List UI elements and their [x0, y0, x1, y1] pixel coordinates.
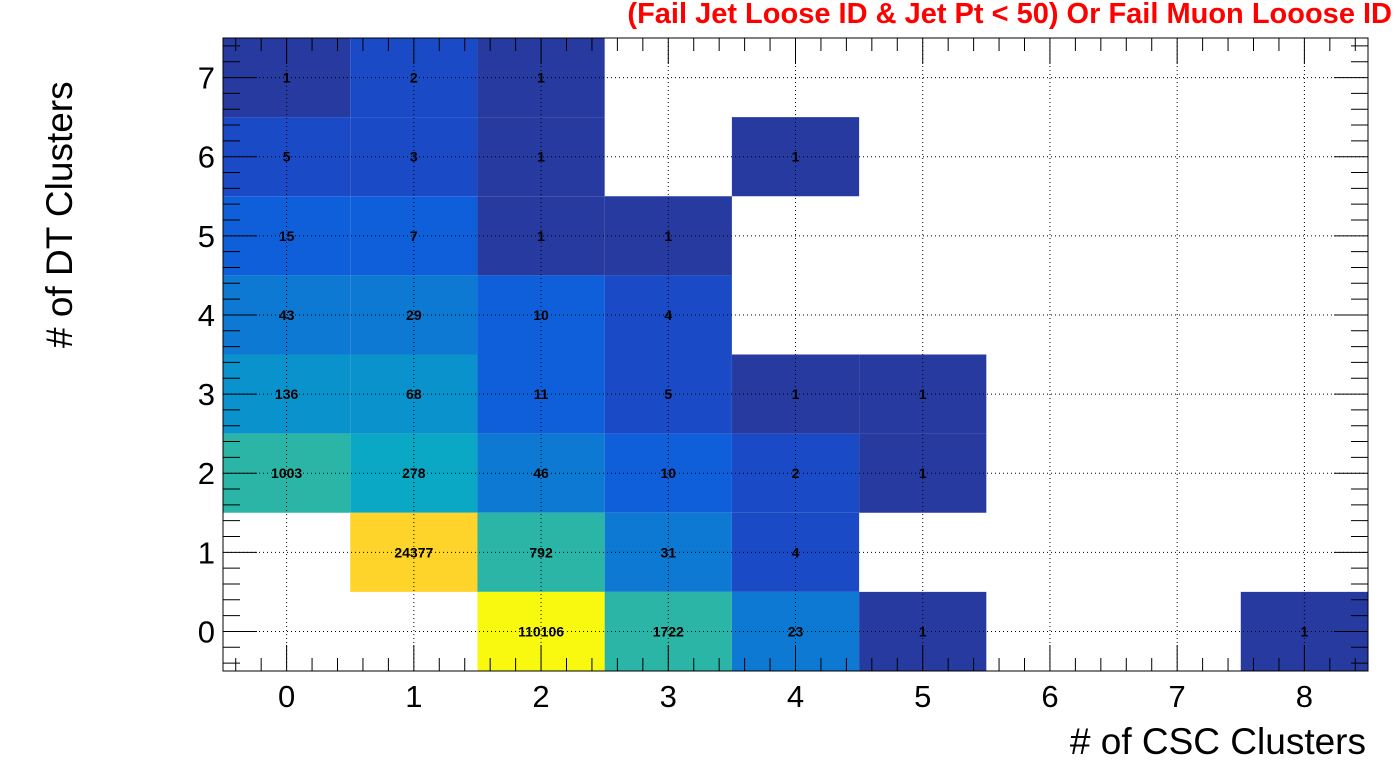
- cell-value-label: 1: [537, 149, 545, 165]
- y-tick-label: 3: [198, 377, 215, 412]
- cell-value-label: 15: [279, 228, 295, 244]
- cell-value-label: 7: [410, 228, 418, 244]
- cell-value-label: 1003: [271, 465, 302, 481]
- cell-value-label: 1: [664, 228, 672, 244]
- cell-value-label: 10: [660, 465, 676, 481]
- cell-value-label: 1: [919, 465, 927, 481]
- y-tick-label: 6: [198, 140, 215, 175]
- cell-value-label: 1: [283, 70, 291, 86]
- cell-value-label: 110106: [518, 623, 564, 639]
- cell-value-label: 278: [402, 465, 426, 481]
- cell-value-label: 1: [919, 623, 927, 639]
- x-tick-label: 8: [1296, 679, 1313, 714]
- cell-value-label: 31: [660, 544, 676, 560]
- cell-value-label: 2: [792, 465, 800, 481]
- cell-value-label: 1: [792, 386, 800, 402]
- cell-value-label: 5: [664, 386, 672, 402]
- ticks-layer: [223, 38, 1368, 671]
- cell-value-label: 1: [1300, 623, 1308, 639]
- x-tick-label: 1: [405, 679, 422, 714]
- cell-value-label: 1: [919, 386, 927, 402]
- cell-value-label: 46: [533, 465, 549, 481]
- cell-value-label: 4: [664, 307, 672, 323]
- cell-value-label: 136: [275, 386, 299, 402]
- x-tick-label: 4: [787, 679, 804, 714]
- x-tick-label: 0: [278, 679, 295, 714]
- cell-value-label: 29: [406, 307, 422, 323]
- chart-title: (Fail Jet Loose ID & Jet Pt < 50) Or Fai…: [627, 0, 1392, 30]
- cell-value-label: 23: [788, 623, 804, 639]
- y-tick-labels: 0 1 2 3 4 5 6 7: [198, 61, 215, 650]
- cell-value-label: 3: [410, 149, 418, 165]
- cell-value-label: 4: [792, 544, 800, 560]
- y-tick-label: 5: [198, 219, 215, 254]
- x-tick-label: 5: [914, 679, 931, 714]
- y-tick-label: 1: [198, 535, 215, 570]
- cell-value-label: 11: [534, 386, 549, 402]
- x-tick-label: 7: [1169, 679, 1186, 714]
- cell-value-label: 24377: [394, 544, 433, 560]
- x-tick-labels: 0 1 2 3 4 5 6 7 8: [278, 679, 1313, 714]
- cell-value-label: 2: [410, 70, 418, 86]
- cell-value-label: 1722: [653, 623, 684, 639]
- x-tick-label: 6: [1041, 679, 1058, 714]
- cell-value-label: 68: [406, 386, 422, 402]
- y-axis-label: # of DT Clusters: [39, 81, 80, 348]
- x-axis-label: # of CSC Clusters: [1070, 721, 1366, 762]
- grid-layer: [223, 38, 1368, 671]
- cell-value-label: 5: [283, 149, 291, 165]
- y-tick-label: 0: [198, 614, 215, 649]
- y-tick-label: 4: [198, 298, 215, 333]
- y-tick-label: 7: [198, 61, 215, 96]
- cell-value-label: 1: [537, 228, 545, 244]
- cell-value-label: 10: [533, 307, 549, 323]
- plot-frame: [222, 37, 1369, 672]
- cell-value-label: 1: [792, 149, 800, 165]
- y-tick-label: 2: [198, 456, 215, 491]
- x-tick-label: 3: [660, 679, 677, 714]
- x-tick-label: 2: [532, 679, 549, 714]
- cell-value-label: 1: [537, 70, 545, 86]
- cell-value-label: 43: [279, 307, 295, 323]
- cell-value-label: 792: [529, 544, 553, 560]
